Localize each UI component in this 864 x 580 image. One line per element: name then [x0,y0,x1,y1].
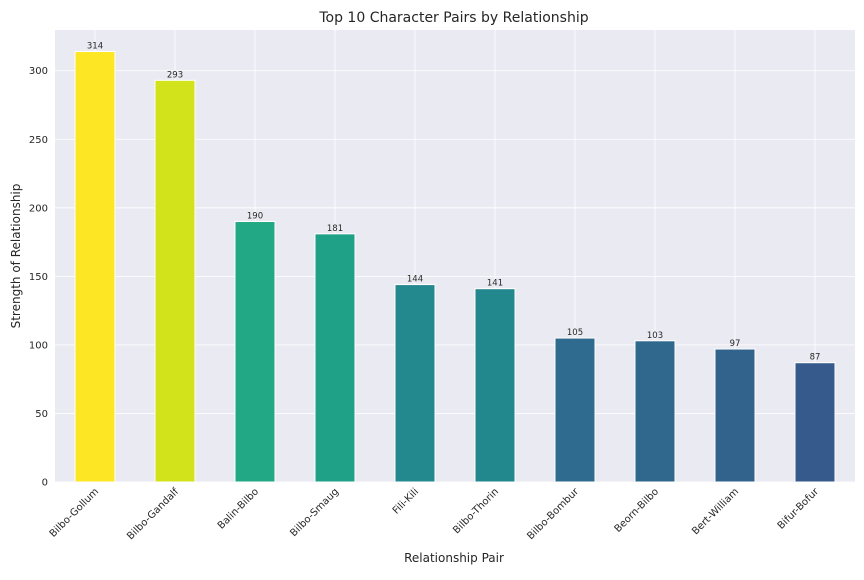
y-tick-label: 150 [29,272,48,283]
y-axis-ticks: 0 50 100 150 200 250 300 [29,66,48,488]
x-axis-label: Relationship Pair [404,551,504,565]
x-tick-label: Bifur-Bofur [776,486,822,532]
x-tick-label: Bilbo-Gollum [48,486,101,539]
bar-value-label: 181 [327,224,343,234]
bar-value-label: 87 [810,353,821,363]
bar [794,362,836,483]
bar [394,284,436,483]
chart-title: Top 10 Character Pairs by Relationship [318,10,588,26]
bar [554,337,596,483]
x-axis-ticks: Bilbo-Gollum Bilbo-Gandalf Balin-Bilbo Bilb… [48,486,822,543]
bar [74,51,116,483]
x-tick-label: Balin-Bilbo [216,486,261,531]
x-tick-label: Beorn-Bilbo [613,486,661,534]
y-axis-label: Strength of Relationship [9,184,23,329]
bar [474,288,516,483]
bar-value-label: 190 [247,212,263,222]
bar [154,79,196,483]
y-tick-label: 200 [29,203,48,214]
bar-value-label: 103 [647,331,663,341]
y-tick-label: 50 [35,409,48,420]
bar-value-label: 293 [167,70,183,80]
y-tick-label: 100 [29,340,48,351]
y-tick-label: 300 [29,66,48,77]
bar [714,348,756,483]
bar [634,340,676,483]
x-tick-label: Fili-Kili [391,486,421,516]
bar-value-label: 314 [87,42,103,52]
data-labels: 314 293 190 181 144 141 105 103 97 87 [87,42,821,363]
bar-value-label: 144 [407,275,423,285]
bar [314,233,356,483]
bars [74,51,836,483]
x-tick-label: Bilbo-Bombur [525,486,581,542]
y-tick-label: 0 [42,478,48,489]
bar-value-label: 105 [567,328,583,338]
y-tick-label: 250 [29,135,48,146]
x-tick-label: Bilbo-Gandalf [125,486,181,542]
x-tick-label: Bilbo-Smaug [288,486,341,539]
x-tick-label: Bert-William [690,486,741,537]
x-tick-label: Bilbo-Thorin [451,486,501,536]
bar-value-label: 97 [730,339,741,349]
bar-value-label: 141 [487,279,503,289]
bar [234,221,276,483]
